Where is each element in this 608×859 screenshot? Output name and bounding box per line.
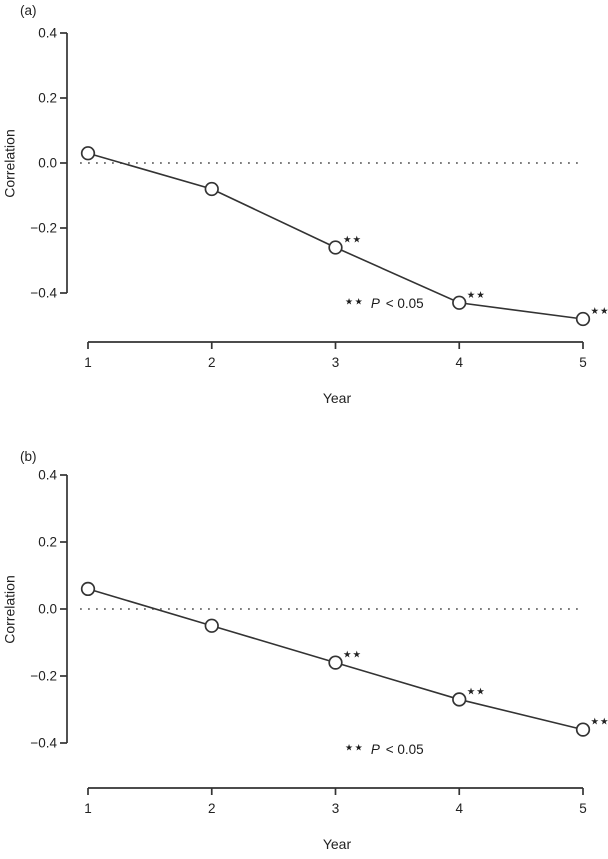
data-point-year-5 [575,311,591,327]
y-tick-label: 0.0 [38,156,57,171]
data-point-year-3 [328,240,343,255]
y-tick-label: 0.0 [38,602,57,617]
x-tick-label: 1 [84,355,92,370]
x-tick-label: 1 [84,801,92,816]
x-tick-label: 2 [208,355,216,370]
panel-b-plot: 0.4 0.2 0.0 −0.2 −0.4 1 2 3 4 5 ★★ ★★ ★★ [30,468,608,816]
p-symbol: P [370,742,380,757]
data-point-year-1 [80,581,96,597]
panel-b: (b) Correlation 0.4 0.2 0.0 −0.2 −0.4 1 2 3 4 5 ★★… [0,446,608,859]
significance-stars: ★★ [591,306,608,317]
data-point-year-4 [452,295,467,310]
data-point-year-2 [204,181,219,197]
significance-note: ★★ P < 0.05 [345,296,424,311]
x-tick-label: 5 [579,355,587,370]
y-tick-label: −0.4 [30,286,57,301]
significance-stars: ★★ [467,290,486,301]
significance-stars: ★★ [467,686,486,697]
p-threshold: < 0.05 [385,742,424,757]
y-tick-label: −0.4 [30,736,57,751]
x-tick-label: 2 [208,801,216,816]
panel-a-plot: 0.4 0.2 0.0 −0.2 −0.4 1 2 3 4 5 ★★ ★★ ★★ [30,26,608,370]
significance-stars: ★★ [343,650,362,661]
p-symbol: P [370,296,380,311]
panel-a: (a) Correlation 0.4 0.2 0.0 −0.2 −0.4 1 2 3 4 5 ★★… [2,3,608,406]
p-threshold: < 0.05 [385,296,424,311]
y-tick-label: 0.4 [38,26,57,41]
significance-stars: ★★ [345,742,365,753]
x-tick-label: 3 [332,801,340,816]
panel-a-label: (a) [20,3,37,18]
data-point-year-2 [204,618,219,633]
significance-note: ★★ P < 0.05 [345,742,424,757]
data-point-year-4 [452,692,467,707]
x-axis-title: Year [322,836,352,852]
x-tick-label: 3 [332,355,340,370]
y-tick-label: −0.2 [30,669,57,684]
data-point-year-3 [328,655,343,670]
significance-stars: ★★ [343,235,362,246]
y-tick-label: 0.2 [38,535,57,550]
significance-stars: ★★ [345,296,365,307]
significance-stars: ★★ [591,717,608,728]
data-point-year-5 [575,722,591,737]
x-tick-label: 4 [455,355,463,370]
x-axis-title: Year [322,390,352,406]
x-tick-label: 5 [579,801,587,816]
x-tick-label: 4 [455,801,463,816]
y-tick-label: 0.4 [38,468,57,483]
panel-b-label: (b) [20,449,37,464]
data-point-year-1 [80,146,96,161]
y-tick-label: −0.2 [30,221,57,236]
correlation-line [87,152,584,320]
y-tick-label: 0.2 [38,91,57,106]
